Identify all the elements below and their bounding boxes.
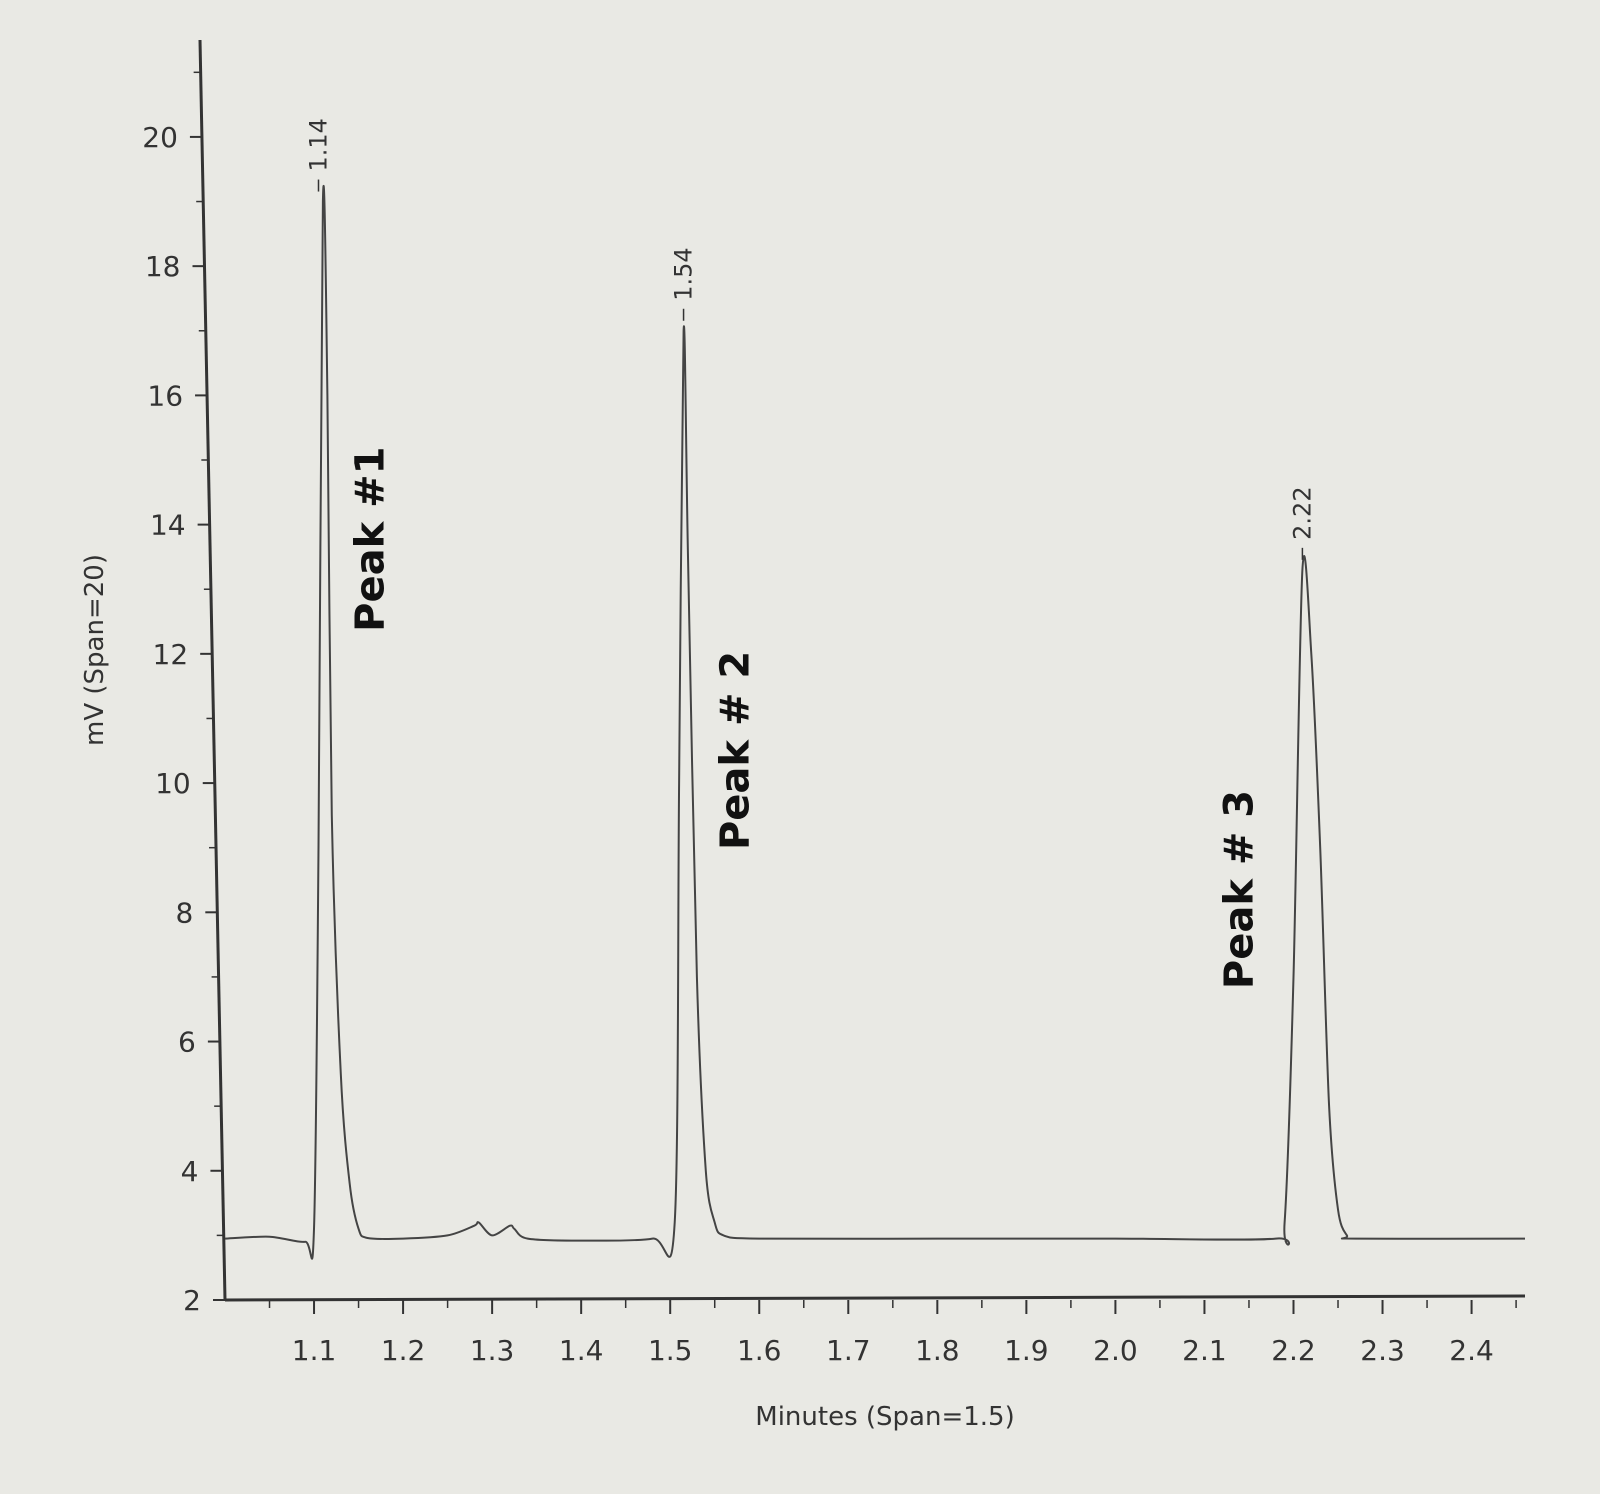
y-tick-label: 12 <box>153 638 189 671</box>
peak-handwritten-label: Peak # 3 <box>1216 790 1262 989</box>
peak-retention-time: 1.54 <box>670 247 698 300</box>
peak-retention-time: 2.22 <box>1288 486 1316 539</box>
y-tick-label: 10 <box>155 767 191 800</box>
y-tick-label: 2 <box>183 1284 201 1317</box>
axes: 2 4 6 8 10 12 14 16 18 20 1.1 1.2 1.3 1.4 1.5 1.6 1.7 1.8… <box>142 39 1526 1367</box>
x-tick-label: 2.0 <box>1093 1334 1138 1367</box>
peak-handwritten-label: Peak #1 <box>347 447 393 632</box>
x-axis-title: Minutes (Span=1.5) <box>755 1402 1014 1432</box>
x-tick-label: 2.3 <box>1360 1334 1405 1367</box>
y-tick-label: 8 <box>175 896 193 929</box>
peak-retention-time: 1.14 <box>304 118 332 171</box>
y-tick-label: 6 <box>178 1026 196 1059</box>
x-tick-label: 1.6 <box>737 1334 782 1367</box>
x-tick-label: 1.9 <box>1004 1334 1049 1367</box>
y-tick-label: 20 <box>142 121 178 154</box>
chromatogram-trace <box>224 184 1526 1260</box>
y-axis-line <box>198 39 227 1301</box>
x-axis-line <box>224 1294 1526 1302</box>
annotations: 1.14 Peak #1 1.54 Peak # 2 2.22 Peak # 3 <box>304 118 1316 989</box>
x-tick-label: 1.2 <box>381 1334 426 1367</box>
x-tick-label: 1.1 <box>292 1334 337 1367</box>
x-tick-label: 1.8 <box>915 1334 960 1367</box>
y-axis-title: mV (Span=20) <box>80 554 110 746</box>
peak-handwritten-label: Peak # 2 <box>713 651 759 850</box>
y-tick-label: 16 <box>147 379 183 412</box>
x-tick-label: 2.1 <box>1182 1334 1227 1367</box>
x-tick-label: 1.3 <box>470 1334 515 1367</box>
x-tick-label: 2.4 <box>1449 1334 1494 1367</box>
y-tick-label: 14 <box>150 509 186 542</box>
x-tick-label: 2.2 <box>1271 1334 1316 1367</box>
x-tick-label: 1.5 <box>648 1334 693 1367</box>
x-tick-label: 1.4 <box>559 1334 604 1367</box>
y-tick-label: 4 <box>181 1155 199 1188</box>
x-tick-label: 1.7 <box>826 1334 871 1367</box>
y-tick-label: 18 <box>145 250 181 283</box>
trace-layer <box>224 184 1526 1260</box>
